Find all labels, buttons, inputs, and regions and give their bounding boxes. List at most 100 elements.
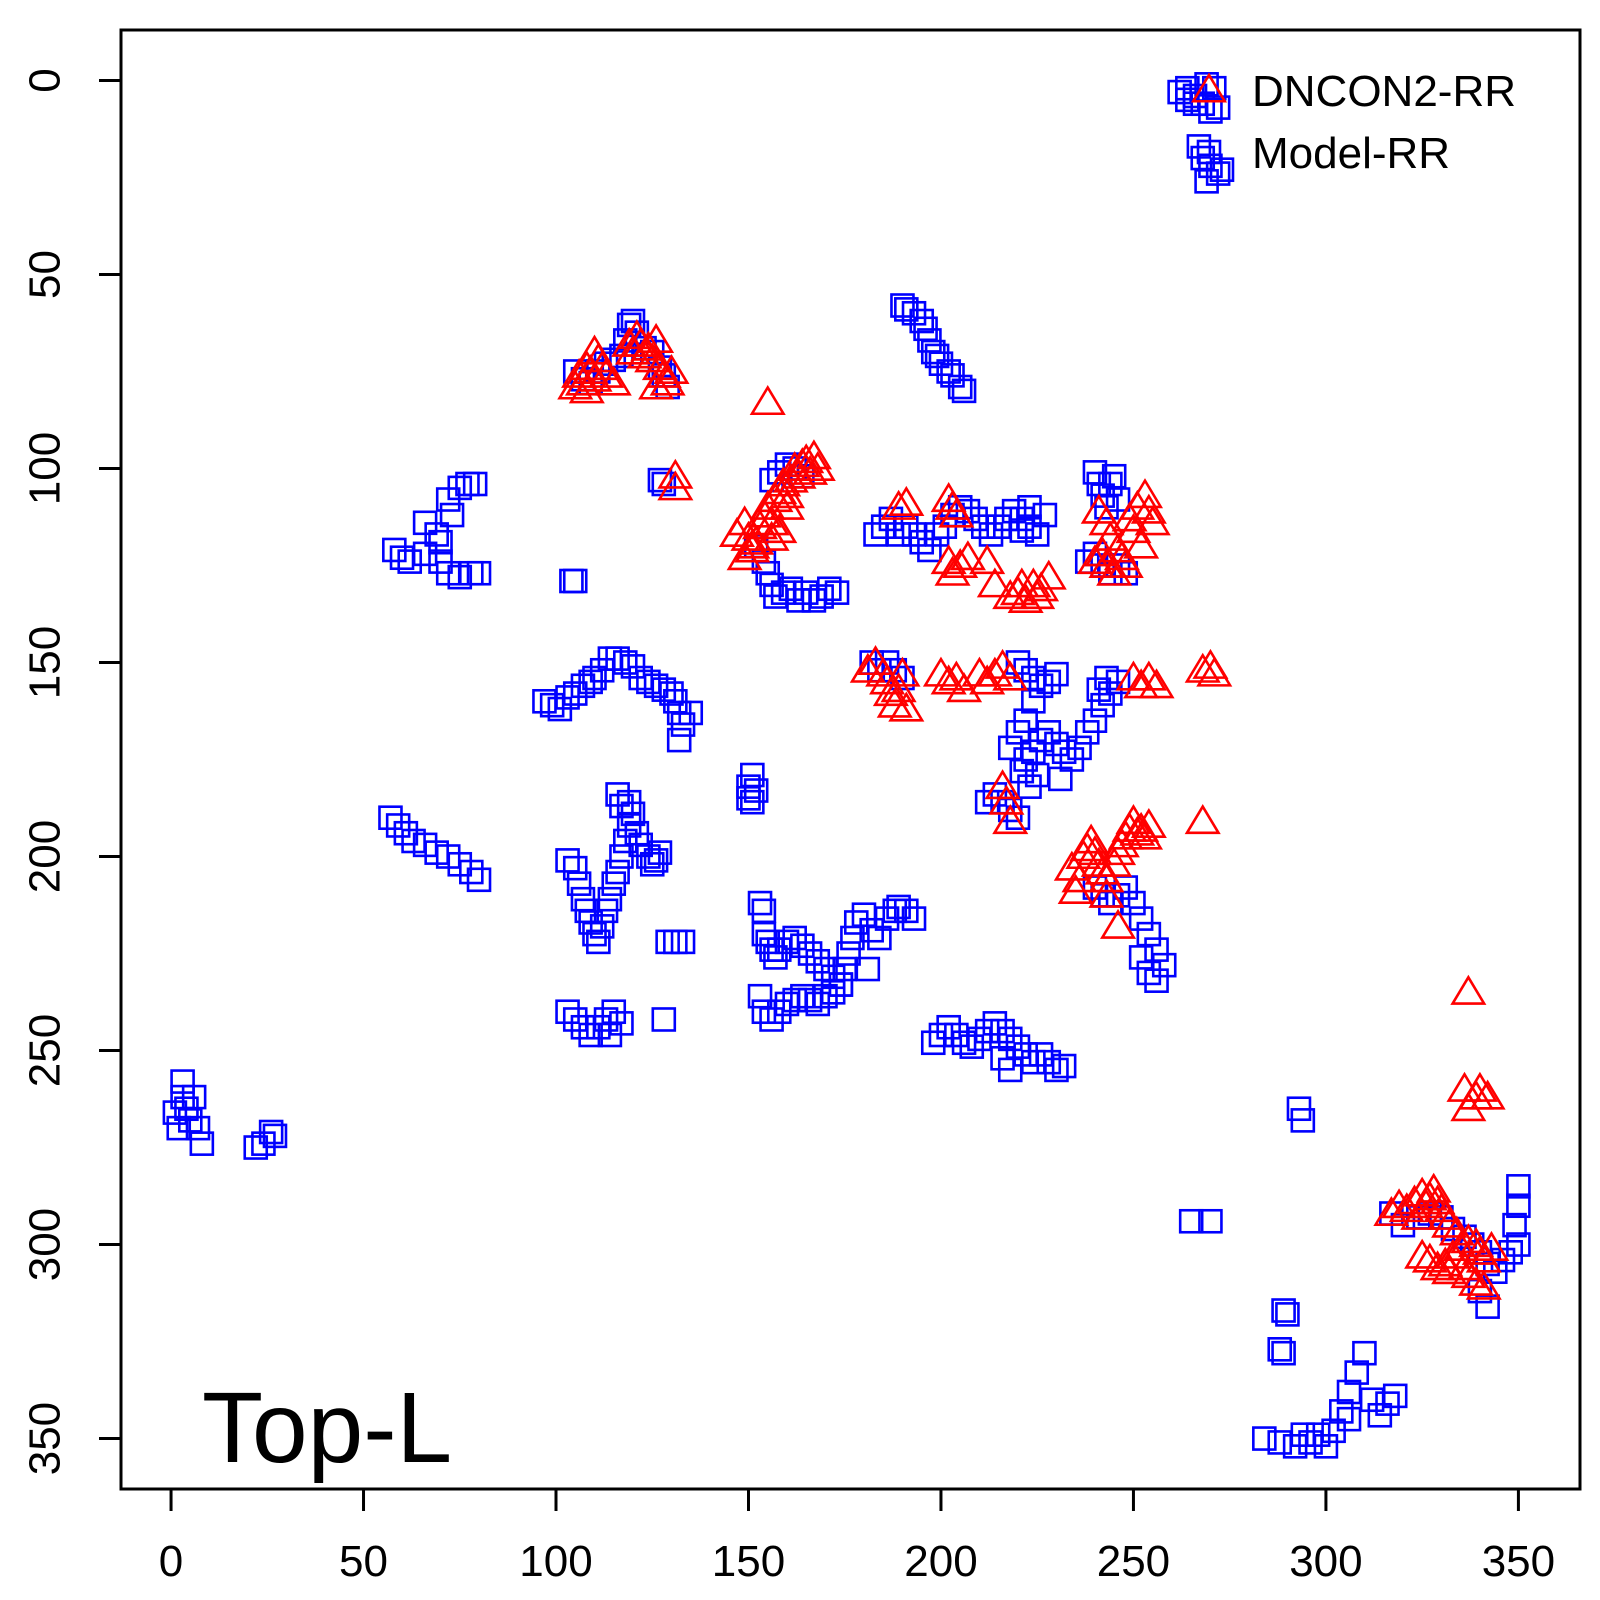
y-tick-label: 150 <box>21 626 70 699</box>
model-rr-point <box>459 859 484 885</box>
model-rr-point <box>643 848 669 873</box>
dncon2-rr-point <box>1007 582 1044 613</box>
dncon2-rr-point <box>1073 823 1110 854</box>
dncon2-rr-point <box>930 664 967 695</box>
model-rr-point <box>1098 471 1123 497</box>
x-tick-label: 150 <box>712 1537 785 1586</box>
dncon2-rr-point <box>799 450 836 482</box>
legend-triangle-icon <box>1190 72 1228 103</box>
dncon2-rr-point <box>753 505 790 536</box>
dncon2-rr-point <box>657 458 694 489</box>
model-rr-point <box>597 886 623 912</box>
dncon2-rr-point <box>792 454 829 485</box>
model-rr-point <box>1128 945 1154 970</box>
dncon2-rr-point <box>1446 1250 1483 1281</box>
model-rr-point <box>1021 1049 1046 1075</box>
dncon2-rr-point <box>1130 807 1167 839</box>
model-rr-point <box>562 855 588 881</box>
model-rr-point <box>605 646 630 671</box>
model-rr-point <box>1198 1208 1223 1234</box>
dncon2-rr-point <box>1196 656 1233 687</box>
model-rr-point <box>189 1131 215 1156</box>
dncon2-rr-point <box>1404 1176 1441 1207</box>
model-rr-point <box>1001 498 1027 524</box>
dncon2-rr-point <box>1019 578 1056 610</box>
model-rr-point <box>1121 890 1146 916</box>
model-rr-point <box>901 522 927 547</box>
dncon2-rr-point <box>1076 544 1113 575</box>
dncon2-rr-point <box>884 656 921 687</box>
dncon2-rr-point <box>1458 1265 1495 1296</box>
model-rr-point <box>1082 708 1108 733</box>
model-rr-point <box>747 890 773 916</box>
x-axis: 0 50 100 150 200 250 300 350 <box>159 1487 1555 1586</box>
model-rr-point <box>959 1034 985 1059</box>
model-rr-point <box>1067 735 1092 761</box>
dncon2-rr-point <box>753 520 790 551</box>
dncon2-rr-point <box>949 540 986 571</box>
model-rr-point <box>1005 720 1031 745</box>
dncon2-rr-point <box>876 687 913 718</box>
model-rr-point <box>1271 1340 1296 1366</box>
dncon2-rr-point <box>638 322 675 353</box>
model-rr-point <box>1178 1208 1204 1234</box>
dncon2-rr-point <box>1469 1079 1506 1110</box>
model-rr-point <box>894 898 919 924</box>
dncon2-rr-point <box>880 672 917 703</box>
model-rr-point <box>1329 1399 1354 1424</box>
model-rr-point <box>162 1100 188 1125</box>
model-rr-point <box>990 1018 1015 1044</box>
model-rr-point <box>797 941 823 966</box>
dncon2-rr-point <box>1088 877 1125 908</box>
model-rr-point <box>670 929 696 955</box>
model-rr-point <box>1375 1391 1400 1416</box>
dncon2-rr-point <box>1431 1254 1468 1285</box>
dncon2-rr-point <box>1100 908 1137 939</box>
dncon2-rr-point <box>1119 815 1156 846</box>
model-rr-point <box>1051 739 1077 765</box>
dncon2-rr-point <box>946 672 983 703</box>
model-rr-point <box>947 374 973 400</box>
model-rr-point <box>466 560 492 586</box>
model-rr-point <box>378 805 403 831</box>
dncon2-rr-point <box>653 353 690 385</box>
model-rr-point <box>1336 1406 1362 1432</box>
dncon2-rr-series <box>557 319 1510 1300</box>
model-rr-point <box>1032 502 1058 528</box>
model-rr-point <box>258 1119 284 1145</box>
dncon2-rr-point <box>1411 1242 1448 1273</box>
dncon2-rr-point <box>969 664 1006 695</box>
dncon2-rr-point <box>984 769 1021 800</box>
dncon2-rr-point <box>749 489 786 520</box>
model-rr-point <box>1194 169 1219 194</box>
x-tick-label: 250 <box>1097 1537 1170 1586</box>
x-tick-label: 200 <box>904 1537 977 1586</box>
model-rr-point <box>1044 661 1069 687</box>
dncon2-rr-point <box>795 439 832 470</box>
model-rr-point <box>582 665 607 691</box>
model-rr-point <box>166 1115 192 1141</box>
dncon2-rr-point <box>1130 660 1167 691</box>
model-rr-point <box>428 529 453 555</box>
model-rr-series <box>162 72 1531 1459</box>
x-tick-label: 100 <box>519 1537 592 1586</box>
dncon2-rr-point <box>1396 1184 1433 1215</box>
model-rr-point <box>605 859 630 885</box>
dncon2-rr-point <box>768 489 806 520</box>
dncon2-rr-point <box>1184 652 1221 683</box>
model-rr-point <box>262 1123 288 1149</box>
model-rr-point <box>586 929 611 955</box>
model-rr-point <box>181 1084 207 1110</box>
model-rr-point <box>1506 1193 1531 1219</box>
dncon2-rr-point <box>1123 528 1160 559</box>
model-rr-point <box>971 514 996 539</box>
model-rr-point <box>1498 1240 1524 1265</box>
model-rr-point <box>836 941 861 966</box>
model-rr-point <box>1086 677 1112 702</box>
dncon2-rr-point <box>784 447 821 478</box>
model-rr-point <box>990 1045 1015 1071</box>
model-rr-point <box>562 1007 588 1032</box>
dncon2-rr-point <box>1115 804 1152 835</box>
model-rr-point <box>909 529 935 555</box>
model-rr-point <box>974 789 1000 815</box>
